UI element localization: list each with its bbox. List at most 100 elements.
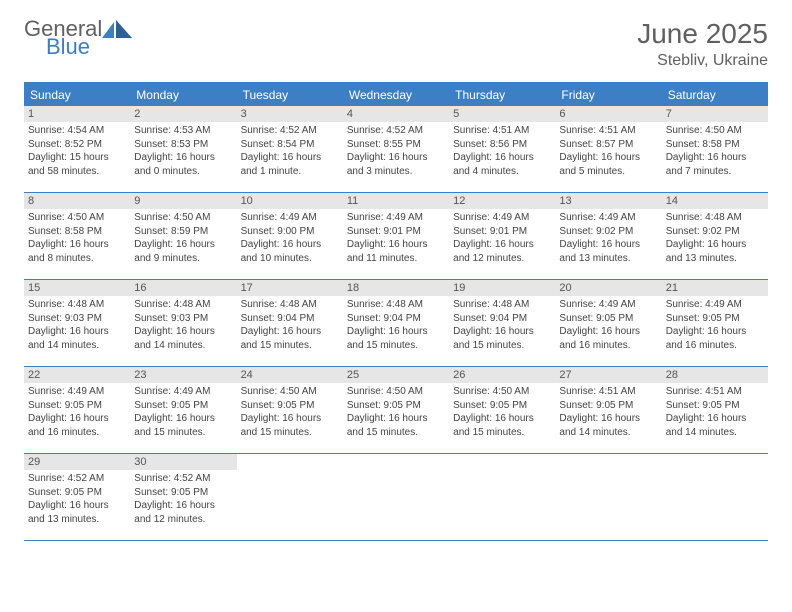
sunset-line: Sunset: 8:55 PM (347, 138, 445, 152)
daylight-line: Daylight: 16 hours (453, 412, 551, 426)
day-cell: 18Sunrise: 4:48 AMSunset: 9:04 PMDayligh… (343, 280, 449, 366)
sunrise-line: Sunrise: 4:49 AM (28, 385, 126, 399)
daylight-line: Daylight: 16 hours (347, 325, 445, 339)
day-number: 8 (24, 193, 130, 209)
sunset-line: Sunset: 9:02 PM (666, 225, 764, 239)
sunset-line: Sunset: 8:58 PM (28, 225, 126, 239)
sunset-line: Sunset: 8:58 PM (666, 138, 764, 152)
day-number: 30 (130, 454, 236, 470)
sunset-line: Sunset: 9:05 PM (559, 399, 657, 413)
daylight-line: and 5 minutes. (559, 165, 657, 179)
sunset-line: Sunset: 9:01 PM (453, 225, 551, 239)
day-number: 19 (449, 280, 555, 296)
title-block: June 2025 Stebliv, Ukraine (637, 18, 768, 70)
day-cell: 3Sunrise: 4:52 AMSunset: 8:54 PMDaylight… (237, 106, 343, 192)
sunrise-line: Sunrise: 4:48 AM (28, 298, 126, 312)
daylight-line: and 14 minutes. (666, 426, 764, 440)
daylight-line: Daylight: 16 hours (559, 412, 657, 426)
daylight-line: Daylight: 16 hours (559, 325, 657, 339)
dow-tue: Tuesday (237, 84, 343, 106)
day-cell: 9Sunrise: 4:50 AMSunset: 8:59 PMDaylight… (130, 193, 236, 279)
day-number: 12 (449, 193, 555, 209)
daylight-line: Daylight: 16 hours (241, 325, 339, 339)
daylight-line: and 13 minutes. (28, 513, 126, 527)
daylight-line: Daylight: 16 hours (134, 151, 232, 165)
sunrise-line: Sunrise: 4:52 AM (347, 124, 445, 138)
daylight-line: Daylight: 16 hours (559, 151, 657, 165)
sunrise-line: Sunrise: 4:50 AM (28, 211, 126, 225)
sunrise-line: Sunrise: 4:49 AM (666, 298, 764, 312)
daylight-line: Daylight: 16 hours (347, 238, 445, 252)
daylight-line: Daylight: 16 hours (666, 238, 764, 252)
sunset-line: Sunset: 9:05 PM (134, 399, 232, 413)
daylight-line: and 15 minutes. (347, 426, 445, 440)
day-cell: 25Sunrise: 4:50 AMSunset: 9:05 PMDayligh… (343, 367, 449, 453)
day-number: 7 (662, 106, 768, 122)
sunrise-line: Sunrise: 4:52 AM (134, 472, 232, 486)
day-number: 20 (555, 280, 661, 296)
daylight-line: and 9 minutes. (134, 252, 232, 266)
daylight-line: Daylight: 16 hours (241, 151, 339, 165)
sunset-line: Sunset: 9:05 PM (666, 399, 764, 413)
daylight-line: Daylight: 16 hours (347, 151, 445, 165)
daylight-line: Daylight: 16 hours (666, 412, 764, 426)
daylight-line: Daylight: 16 hours (241, 412, 339, 426)
sunrise-line: Sunrise: 4:49 AM (347, 211, 445, 225)
daylight-line: Daylight: 15 hours (28, 151, 126, 165)
sunrise-line: Sunrise: 4:48 AM (347, 298, 445, 312)
day-number: 10 (237, 193, 343, 209)
day-cell: 12 Sunrise: 4:49 AMSunset: 9:01 PMDayligh… (449, 193, 555, 279)
daylight-line: Daylight: 16 hours (453, 238, 551, 252)
daylight-line: and 15 minutes. (453, 339, 551, 353)
daylight-line: and 1 minute. (241, 165, 339, 179)
day-cell: 23Sunrise: 4:49 AMSunset: 9:05 PMDayligh… (130, 367, 236, 453)
sunset-line: Sunset: 9:05 PM (559, 312, 657, 326)
sunset-line: Sunset: 9:01 PM (347, 225, 445, 239)
day-cell: 17Sunrise: 4:48 AMSunset: 9:04 PMDayligh… (237, 280, 343, 366)
daylight-line: and 15 minutes. (241, 339, 339, 353)
sunrise-line: Sunrise: 4:52 AM (28, 472, 126, 486)
day-number: 17 (237, 280, 343, 296)
daylight-line: and 15 minutes. (453, 426, 551, 440)
sunrise-line: Sunrise: 4:51 AM (559, 385, 657, 399)
daylight-line: and 12 minutes. (453, 252, 551, 266)
daylight-line: and 15 minutes. (347, 339, 445, 353)
sunrise-line: Sunrise: 4:51 AM (559, 124, 657, 138)
day-cell: 13Sunrise: 4:49 AMSunset: 9:02 PMDayligh… (555, 193, 661, 279)
day-cell: 2Sunrise: 4:53 AMSunset: 8:53 PMDaylight… (130, 106, 236, 192)
day-cell: 8 Sunrise: 4:50 AMSunset: 8:58 PMDaylight… (24, 193, 130, 279)
week-row: 1Sunrise: 4:54 AMSunset: 8:52 PMDaylight… (24, 106, 768, 193)
sunset-line: Sunset: 9:03 PM (28, 312, 126, 326)
day-cell: 26Sunrise: 4:50 AMSunset: 9:05 PMDayligh… (449, 367, 555, 453)
day-cell: 28Sunrise: 4:51 AMSunset: 9:05 PMDayligh… (662, 367, 768, 453)
daylight-line: and 14 minutes. (134, 339, 232, 353)
sunrise-line: Sunrise: 4:48 AM (453, 298, 551, 312)
day-number: 28 (662, 367, 768, 383)
empty-cell (662, 454, 768, 540)
daylight-line: Daylight: 16 hours (666, 325, 764, 339)
day-number: 21 (662, 280, 768, 296)
sunrise-line: Sunrise: 4:50 AM (347, 385, 445, 399)
day-cell: 29Sunrise: 4:52 AMSunset: 9:05 PMDayligh… (24, 454, 130, 540)
day-cell: 14Sunrise: 4:48 AMSunset: 9:02 PMDayligh… (662, 193, 768, 279)
empty-cell (449, 454, 555, 540)
daylight-line: Daylight: 16 hours (28, 238, 126, 252)
sunrise-line: Sunrise: 4:48 AM (241, 298, 339, 312)
sunset-line: Sunset: 9:00 PM (241, 225, 339, 239)
week-row: 8Sunrise: 4:50 AMSunset: 8:58 PMDaylight… (24, 193, 768, 280)
day-cell: 6Sunrise: 4:51 AMSunset: 8:57 PMDaylight… (555, 106, 661, 192)
day-cell: 16Sunrise: 4:48 AMSunset: 9:03 PMDayligh… (130, 280, 236, 366)
sunset-line: Sunset: 9:05 PM (28, 399, 126, 413)
sunrise-line: Sunrise: 4:49 AM (241, 211, 339, 225)
day-cell: 1Sunrise: 4:54 AMSunset: 8:52 PMDaylight… (24, 106, 130, 192)
day-number: 27 (555, 367, 661, 383)
daylight-line: and 13 minutes. (559, 252, 657, 266)
sunset-line: Sunset: 8:57 PM (559, 138, 657, 152)
dow-thu: Thursday (449, 84, 555, 106)
day-cell: 7Sunrise: 4:50 AMSunset: 8:58 PMDaylight… (662, 106, 768, 192)
day-cell: 24Sunrise: 4:50 AMSunset: 9:05 PMDayligh… (237, 367, 343, 453)
week-row: 22Sunrise: 4:49 AMSunset: 9:05 PMDayligh… (24, 367, 768, 454)
dow-sun: Sunday (24, 84, 130, 106)
sunset-line: Sunset: 9:05 PM (666, 312, 764, 326)
sunrise-line: Sunrise: 4:49 AM (453, 211, 551, 225)
